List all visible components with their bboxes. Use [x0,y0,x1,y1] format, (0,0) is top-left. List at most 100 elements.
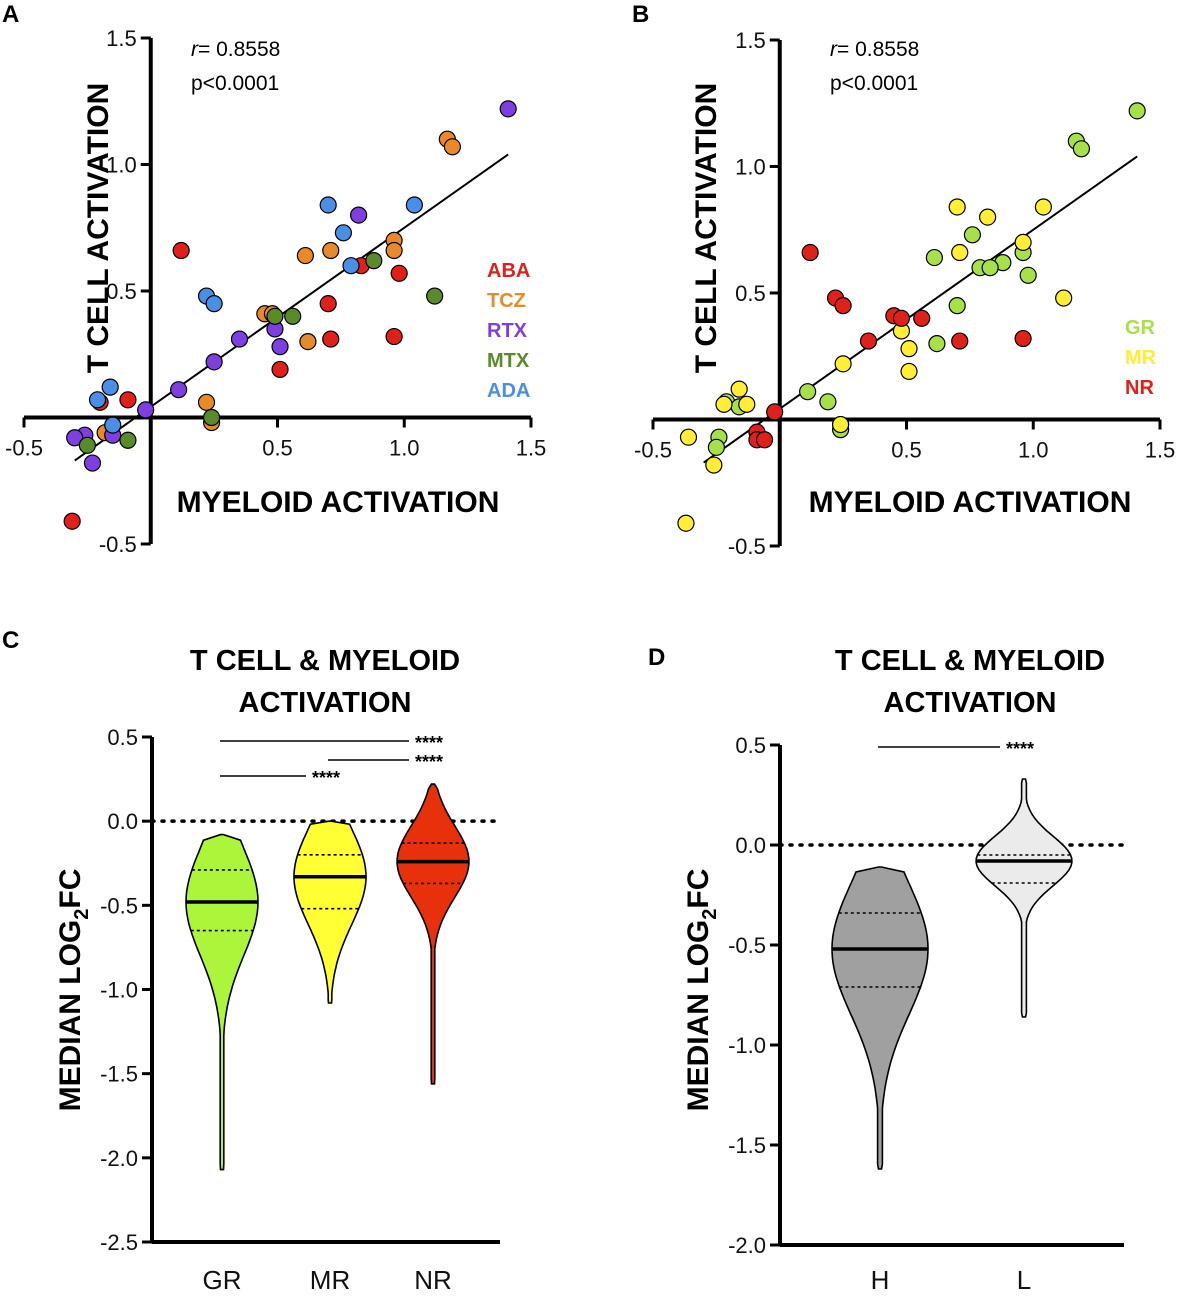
data-point-nr [755,431,774,449]
y-tick-label: 0.0 [735,833,766,858]
significance-stars: **** [415,752,443,772]
y-tick-label: -0.5 [99,532,137,557]
p-value: p<0.0001 [191,72,279,95]
data-point-gr [1019,266,1037,284]
data-point-mr [900,362,918,381]
data-point-tcz [443,138,462,156]
y-tick-label: -2.5 [100,1230,138,1255]
data-point-aba [319,295,337,313]
data-point-mr [705,456,723,474]
violin-h [831,866,929,1170]
y-tick-label: 1.0 [106,153,137,178]
x-tick-label: 0.5 [262,436,293,461]
y-axis-label: T CELL ACTIVATION [690,83,723,374]
data-point-rtx [83,454,102,472]
data-point-rtx [230,330,249,348]
data-point-gr [819,393,837,411]
data-point-aba [172,241,190,260]
y-tick-label: 0.5 [107,725,138,750]
category-label-h: H [871,1265,890,1295]
data-point-nr [892,309,911,327]
panel-label-a: A [2,1,19,28]
data-point-rtx [205,353,223,371]
p-value: p<0.0001 [830,72,918,95]
category-label-nr: NR [414,1265,452,1295]
x-tick-label: -0.5 [634,438,672,463]
y-tick-label: 1.5 [735,28,766,53]
y-tick-label: -0.5 [728,933,766,958]
legend-mtx: MTX [487,350,530,372]
y-tick-label: -1.5 [100,1062,138,1087]
y-tick-label: 1.0 [735,155,766,180]
data-point-nr [951,332,969,350]
data-point-mr [715,395,733,413]
panel-d-violin: T CELL & MYELOID ACTIVATION 0.5 0.0 -0.5 -1.0… [682,645,1126,1295]
x-tick-label: 1.5 [516,436,547,461]
data-point-aba [63,512,81,530]
violin-mr [293,820,367,1004]
data-point-mr [730,380,748,398]
data-point-rtx [170,381,188,399]
data-point-tcz [299,333,317,351]
data-point-mr [951,243,969,262]
data-point-rtx [350,206,368,224]
data-point-mtx [266,307,284,325]
correlation-r: r= 0.8558 [191,38,280,61]
data-point-nr [766,403,784,421]
category-label-l: L [1017,1265,1031,1295]
y-tick-label: 1.5 [106,26,137,51]
x-tick-label: 1.0 [389,436,420,461]
category-label-mr: MR [310,1265,350,1295]
data-point-rtx [66,429,84,447]
r-symbol: r [191,38,199,61]
data-point-gr [925,248,943,267]
data-point-gr [948,297,966,315]
data-point-tcz [385,241,403,260]
data-point-mtx [284,307,302,325]
x-tick-label: 0.5 [891,438,922,463]
data-point-nr [913,309,931,327]
data-point-rtx [137,401,155,419]
data-point-gr [928,335,946,353]
data-point-ada [205,295,223,313]
correlation-r: r= 0.8558 [830,38,919,61]
x-tick-label: 1.5 [1145,438,1176,463]
y-tick-label: -2.0 [100,1146,138,1171]
data-point-ada [104,416,122,434]
data-point-aba [119,391,137,409]
y-label-subscript: 2 [699,909,721,920]
data-point-mtx [119,431,137,449]
x-axis-label: MYELOID ACTIVATION [809,486,1132,519]
r-value: = 0.8558 [837,38,919,61]
data-point-aba [322,330,340,348]
legend-nr: NR [1125,377,1154,399]
legend-aba: ABA [487,260,530,282]
y-tick-label: -0.5 [100,893,138,918]
data-point-gr [1128,102,1146,120]
data-point-mtx [426,287,444,305]
chart-title-line: T CELL & MYELOID [835,645,1105,677]
data-point-mr [834,355,852,373]
y-tick-label: -2.0 [728,1233,766,1258]
x-axis-label: MYELOID ACTIVATION [177,486,500,519]
data-point-tcz [296,246,314,265]
x-tick-label: -0.5 [5,436,43,461]
data-point-aba [390,264,408,282]
y-tick-label: -1.0 [100,978,138,1003]
data-point-mtx [202,408,221,427]
violin-l [975,778,1073,1018]
data-point-gr [981,259,999,277]
data-point-mr [831,415,850,434]
legend-rtx: RTX [487,320,528,342]
data-point-gr [963,226,982,244]
panel-label-c: C [2,627,19,654]
y-tick-label: 0.0 [107,809,138,834]
y-axis-label: MEDIAN LOG2FC [54,869,93,1112]
y-tick-label: -0.5 [728,534,766,559]
y-tick-label: 0.5 [735,733,766,758]
data-point-ada [342,257,360,275]
data-point-nr [859,332,878,350]
violin-gr [185,833,259,1171]
y-label-main: MEDIAN LOG [682,920,715,1112]
